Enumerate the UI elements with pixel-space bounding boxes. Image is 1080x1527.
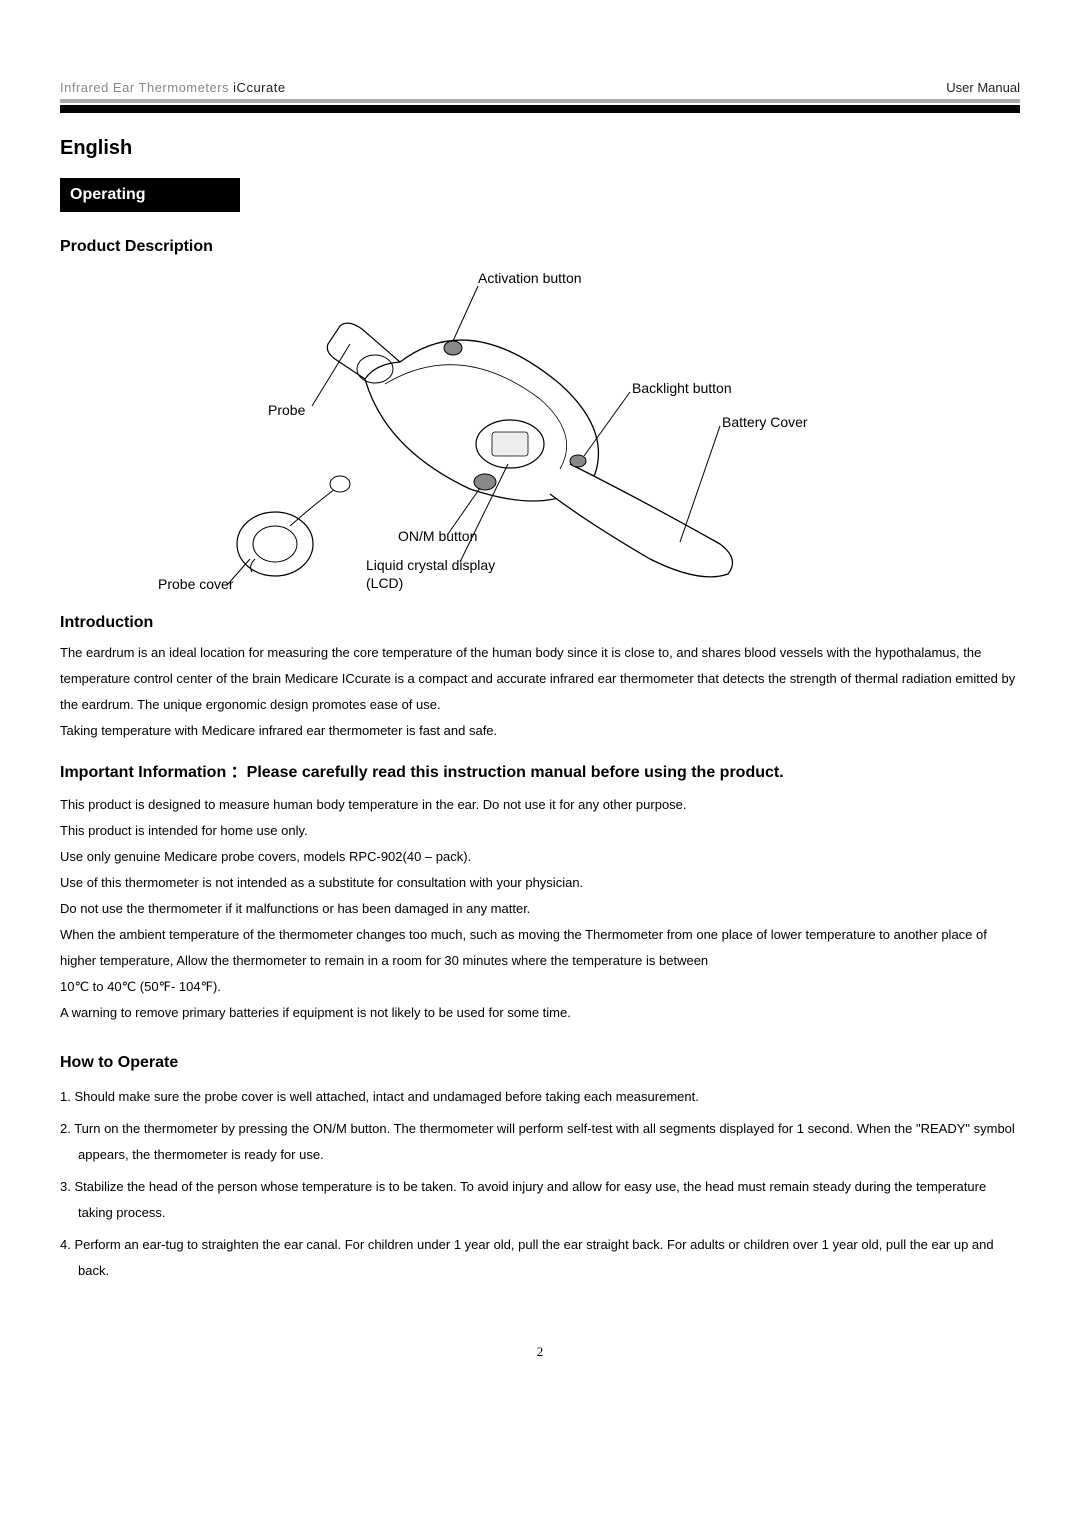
label-backlight-button: Backlight button [632, 380, 732, 396]
important-item: Use of this thermometer is not intended … [60, 870, 1020, 896]
section-how-to-operate: How to Operate [60, 1054, 1020, 1072]
label-lcd: Liquid crystal display (LCD) [366, 556, 526, 592]
label-probe-cover: Probe cover [158, 576, 233, 592]
divider-grey [60, 99, 1020, 103]
label-probe: Probe [268, 402, 305, 418]
important-item: This product is intended for home use on… [60, 818, 1020, 844]
header-right: User Manual [946, 80, 1020, 95]
page-title: English [60, 137, 1020, 160]
important-item: Use only genuine Medicare probe covers, … [60, 844, 1020, 870]
introduction-text-1: The eardrum is an ideal location for mea… [60, 640, 1020, 718]
important-item: A warning to remove primary batteries if… [60, 1000, 1020, 1026]
label-battery-cover: Battery Cover [722, 414, 808, 430]
important-item: 10℃ to 40℃ (50℉- 104℉). [60, 974, 1020, 1000]
header-left: Infrared Ear Thermometers iCcurate [60, 80, 286, 95]
section-introduction: Introduction [60, 614, 1020, 632]
operate-item: 1. Should make sure the probe cover is w… [60, 1084, 1020, 1110]
page-header: Infrared Ear Thermometers iCcurate User … [60, 80, 1020, 95]
probe-cover-icon [237, 476, 350, 576]
thermometer-main-icon [327, 323, 732, 577]
diagram-svg [140, 264, 940, 604]
operating-label: Operating [60, 178, 240, 212]
page-number: 2 [60, 1344, 1020, 1360]
header-product-name: iCcurate [233, 80, 285, 95]
important-item: Do not use the thermometer if it malfunc… [60, 896, 1020, 922]
section-important: Important Information ：Please carefully … [60, 758, 1020, 782]
operate-list: 1. Should make sure the probe cover is w… [60, 1084, 1020, 1284]
operate-item: 3. Stabilize the head of the person whos… [60, 1174, 1020, 1226]
important-item: This product is designed to measure huma… [60, 792, 1020, 818]
label-activation-button: Activation button [478, 270, 582, 286]
operate-item: 2. Turn on the thermometer by pressing t… [60, 1116, 1020, 1168]
operate-item: 4. Perform an ear-tug to straighten the … [60, 1232, 1020, 1284]
divider-black [60, 105, 1020, 113]
important-item: When the ambient temperature of the ther… [60, 922, 1020, 974]
label-onm-button: ON/M button [398, 528, 477, 544]
product-diagram: Activation button Backlight button Batte… [140, 264, 940, 604]
section-product-description: Product Description [60, 238, 1020, 256]
header-product-line: Infrared Ear Thermometers [60, 80, 229, 95]
introduction-text-2: Taking temperature with Medicare infrare… [60, 718, 1020, 744]
